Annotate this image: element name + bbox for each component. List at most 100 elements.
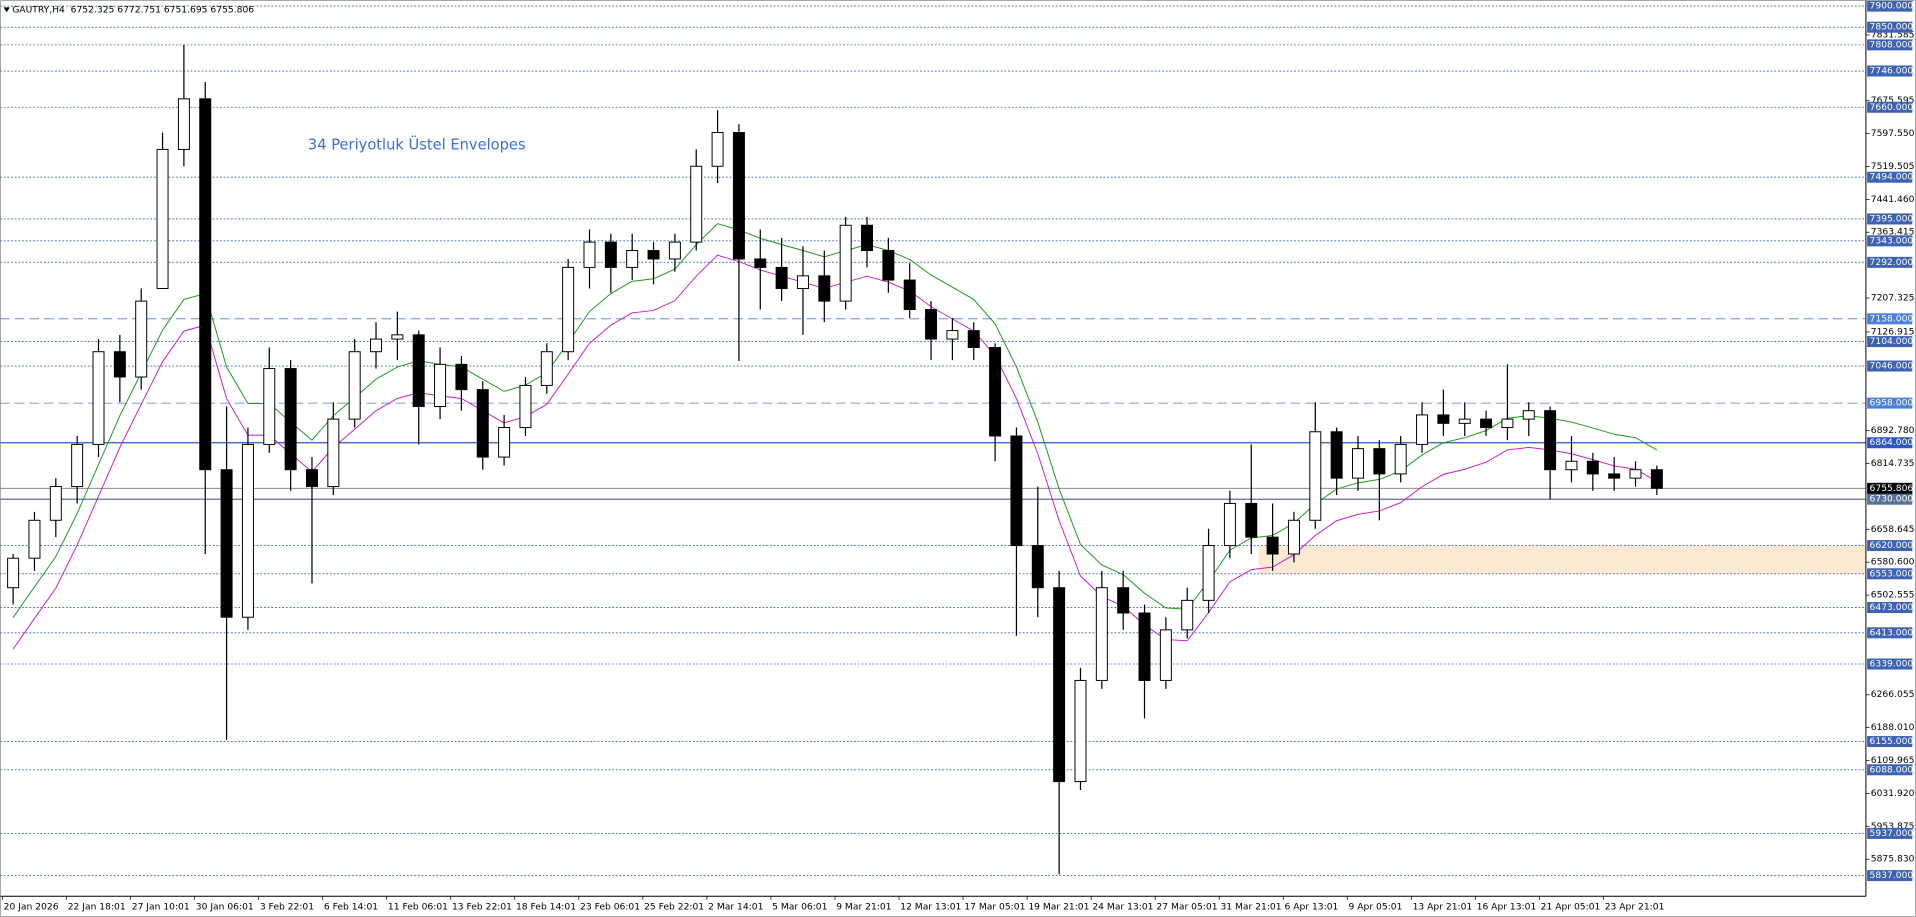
candle-body — [861, 224, 873, 252]
candle-body — [1117, 587, 1130, 614]
y-tick-label: 6031.920 — [1871, 788, 1915, 799]
y-tick-label: 6580.600 — [1871, 557, 1915, 568]
candle-body — [1586, 460, 1599, 475]
candle-body — [28, 519, 41, 559]
level-label-box — [1867, 65, 1913, 77]
candle-body — [1629, 469, 1642, 479]
x-tick-label: 19 Mar 21:01 — [1028, 902, 1089, 913]
candle-body — [92, 351, 105, 445]
level-label-box — [1867, 256, 1913, 268]
candle-body — [1181, 599, 1194, 631]
candle-body — [1159, 629, 1172, 681]
candle-body — [796, 275, 809, 289]
candle-body — [754, 258, 767, 268]
candle-body — [1330, 431, 1343, 479]
level-label: 6413.000 — [1870, 627, 1914, 638]
level-label: 7046.000 — [1870, 361, 1914, 372]
y-tick-label: 5953.875 — [1871, 821, 1915, 832]
y-tick-label: 7126.915 — [1871, 326, 1915, 337]
candle-body — [1522, 410, 1535, 420]
x-tick-label: 2 Mar 14:01 — [708, 902, 763, 913]
candle-body — [668, 241, 681, 260]
x-tick-label: 25 Feb 22:01 — [644, 902, 704, 913]
candle-body — [71, 443, 84, 488]
level-label: 7660.000 — [1870, 102, 1914, 113]
x-tick-label: 16 Apr 13:01 — [1477, 902, 1537, 913]
candles-layer — [7, 44, 1663, 875]
level-label: 7292.000 — [1870, 257, 1914, 268]
level-label: 6088.000 — [1870, 764, 1914, 775]
level-label: 7395.000 — [1870, 213, 1914, 224]
x-tick-label: 24 Mar 13:01 — [1092, 902, 1153, 913]
candle-body — [113, 351, 126, 378]
level-label-box — [1867, 870, 1913, 882]
level-label-box — [1867, 21, 1913, 33]
candle-body — [1501, 418, 1514, 429]
x-tick-label: 11 Feb 06:01 — [388, 902, 448, 913]
candle-body — [647, 250, 660, 260]
x-tick-label: 9 Mar 21:01 — [836, 902, 891, 913]
candle-body — [925, 309, 938, 340]
candle-body — [476, 389, 489, 458]
level-label: 6553.000 — [1870, 568, 1914, 579]
candle-body — [1373, 448, 1386, 475]
candle-body — [412, 334, 425, 407]
candle-body — [284, 368, 297, 471]
candle-body — [263, 368, 276, 445]
candle-body — [711, 132, 724, 167]
level-label: 7494.000 — [1870, 172, 1914, 183]
y-tick-label: 6502.555 — [1871, 590, 1915, 601]
candle-body — [327, 418, 340, 488]
candle-body — [1245, 502, 1258, 538]
levels-layer — [0, 5, 1866, 876]
x-tick-label: 3 Feb 22:01 — [260, 902, 314, 913]
y-tick-label: 6658.645 — [1871, 524, 1915, 535]
level-label-box — [1867, 602, 1913, 614]
x-tick-label: 31 Mar 21:01 — [1220, 902, 1281, 913]
candle-body — [1608, 473, 1621, 479]
candle-body — [199, 98, 212, 471]
candle-body — [562, 266, 575, 353]
candle-body — [135, 300, 148, 378]
level-label: 6620.000 — [1870, 540, 1914, 551]
candle-body — [1544, 410, 1557, 471]
x-tick-label: 23 Apr 21:01 — [1605, 902, 1665, 913]
candle-body — [455, 363, 468, 391]
candle-body — [540, 351, 553, 386]
y-tick-label: 7207.325 — [1871, 293, 1915, 304]
candle-body — [220, 469, 233, 618]
candle-body — [775, 266, 788, 289]
x-tick-label: 13 Feb 22:01 — [452, 902, 512, 913]
y-tick-label: 6109.965 — [1871, 755, 1915, 766]
level-label-box — [1867, 101, 1913, 113]
x-tick-label: 17 Mar 05:01 — [964, 902, 1025, 913]
y-tick-label: 7441.460 — [1871, 194, 1915, 205]
price-zone — [1258, 545, 1866, 574]
level-label: 6155.000 — [1870, 736, 1914, 747]
level-label-box — [1867, 827, 1913, 839]
y-tick-label: 7519.505 — [1871, 161, 1915, 172]
level-label: 7343.000 — [1870, 235, 1914, 246]
candle-body — [498, 427, 511, 458]
candle-body — [626, 250, 639, 268]
candle-body — [946, 330, 959, 340]
candle-body — [1223, 502, 1236, 547]
level-label: 5937.000 — [1870, 828, 1914, 839]
candle-body — [989, 346, 1002, 437]
candle-body — [1031, 545, 1044, 589]
level-label: 7158.000 — [1870, 313, 1914, 324]
level-label: 5837.000 — [1870, 870, 1914, 881]
candle-body — [305, 469, 318, 488]
level-label: 6864.000 — [1870, 437, 1914, 448]
candle-body — [1266, 536, 1279, 555]
x-tick-label: 5 Mar 06:01 — [772, 902, 827, 913]
x-tick-label: 23 Feb 06:01 — [580, 902, 640, 913]
x-tick-label: 27 Mar 05:01 — [1156, 902, 1217, 913]
candle-body — [903, 279, 916, 311]
candle-body — [434, 363, 447, 407]
level-label-box — [1867, 39, 1913, 51]
